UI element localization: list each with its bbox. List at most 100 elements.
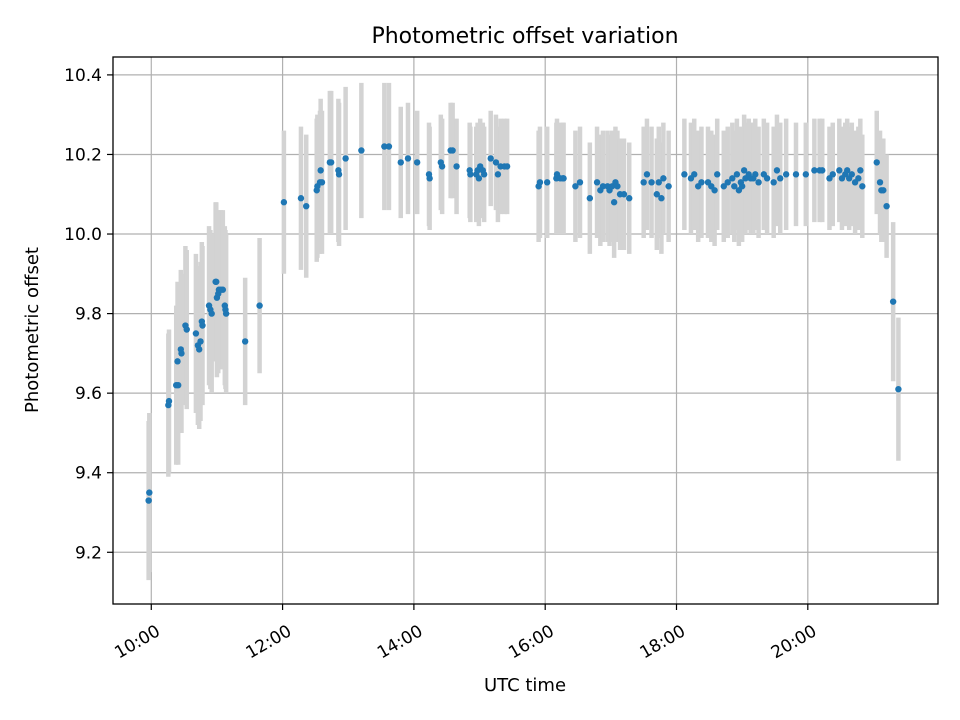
- data-point: [342, 155, 349, 162]
- data-point: [857, 167, 864, 174]
- data-point: [449, 147, 456, 154]
- data-point: [199, 322, 206, 329]
- data-point: [729, 175, 736, 182]
- data-point: [593, 179, 601, 186]
- data-point: [740, 167, 748, 174]
- data-point: [256, 302, 263, 309]
- y-tick-label: 10.0: [64, 225, 102, 245]
- data-point: [280, 199, 288, 206]
- data-point: [576, 179, 584, 186]
- data-point: [855, 175, 862, 182]
- data-point: [146, 489, 153, 496]
- data-point: [876, 179, 884, 186]
- data-point: [317, 167, 324, 174]
- data-point: [183, 326, 190, 333]
- data-point: [453, 163, 460, 170]
- data-point: [192, 330, 200, 337]
- data-point: [773, 167, 781, 174]
- data-point: [829, 171, 836, 178]
- data-point: [586, 195, 594, 202]
- data-point: [381, 143, 388, 150]
- data-point: [572, 183, 579, 190]
- data-point: [819, 167, 826, 174]
- data-point: [318, 179, 326, 186]
- data-point: [733, 171, 741, 178]
- data-point: [711, 187, 718, 194]
- data-point: [731, 183, 738, 190]
- data-point: [681, 171, 688, 178]
- data-point: [543, 179, 551, 186]
- data-point: [720, 183, 727, 190]
- y-tick-label: 9.6: [75, 384, 102, 404]
- data-point: [660, 175, 667, 182]
- data-point: [241, 338, 249, 345]
- data-point: [777, 175, 784, 182]
- data-point: [487, 155, 494, 162]
- data-point: [397, 159, 404, 166]
- data-point: [698, 179, 705, 186]
- data-point: [626, 195, 633, 202]
- data-point: [691, 171, 698, 178]
- y-tick-label: 10.4: [64, 66, 102, 86]
- data-point: [165, 397, 173, 405]
- data-point: [358, 147, 365, 154]
- data-point: [222, 310, 230, 317]
- data-point: [770, 179, 777, 186]
- data-point: [174, 382, 182, 389]
- data-point: [640, 179, 647, 186]
- data-point: [614, 183, 621, 190]
- data-point: [811, 167, 818, 174]
- y-tick-label: 10.2: [64, 145, 102, 165]
- data-point: [620, 191, 628, 198]
- data-point: [648, 179, 655, 186]
- data-point: [503, 163, 511, 170]
- y-tick-label: 9.8: [75, 305, 102, 325]
- data-point: [213, 278, 220, 285]
- data-point: [714, 171, 721, 178]
- data-point: [413, 159, 421, 166]
- y-tick-label: 9.2: [75, 543, 102, 563]
- data-point: [665, 183, 672, 190]
- data-point: [643, 171, 651, 178]
- data-point: [738, 183, 746, 190]
- data-point: [836, 167, 843, 174]
- data-point: [438, 163, 446, 170]
- data-point: [873, 159, 880, 166]
- data-point: [895, 385, 902, 393]
- data-point: [480, 171, 488, 178]
- data-point: [560, 175, 567, 182]
- data-point: [658, 195, 665, 202]
- data-point: [327, 159, 335, 166]
- data-point: [303, 202, 310, 210]
- data-point: [848, 171, 855, 178]
- data-point: [782, 171, 790, 178]
- data-point: [196, 346, 203, 353]
- data-point: [494, 171, 502, 178]
- data-point: [653, 191, 661, 198]
- data-point: [655, 179, 662, 186]
- data-points: [145, 143, 902, 504]
- data-point: [802, 171, 810, 178]
- data-point: [792, 171, 800, 178]
- data-point: [174, 358, 181, 365]
- data-point: [297, 195, 305, 202]
- chart-title: Photometric offset variation: [371, 24, 678, 49]
- y-axis-label: Photometric offset: [22, 247, 43, 413]
- data-point: [724, 179, 731, 186]
- data-point: [475, 175, 483, 182]
- plot-frame: [112, 56, 939, 605]
- data-point: [492, 159, 500, 166]
- data-point: [219, 286, 227, 293]
- data-point: [599, 183, 607, 190]
- data-point: [145, 497, 152, 504]
- y-axis-ticks: 9.2 9.4 9.6 9.8 10.0 10.2 10.4: [64, 66, 113, 563]
- y-tick-label: 9.4: [75, 464, 102, 484]
- data-point: [178, 350, 185, 357]
- data-point: [859, 183, 866, 190]
- data-point: [752, 171, 759, 178]
- data-point: [467, 171, 474, 178]
- data-point: [208, 310, 215, 317]
- x-axis-label: UTC time: [484, 675, 566, 696]
- data-point: [197, 338, 204, 345]
